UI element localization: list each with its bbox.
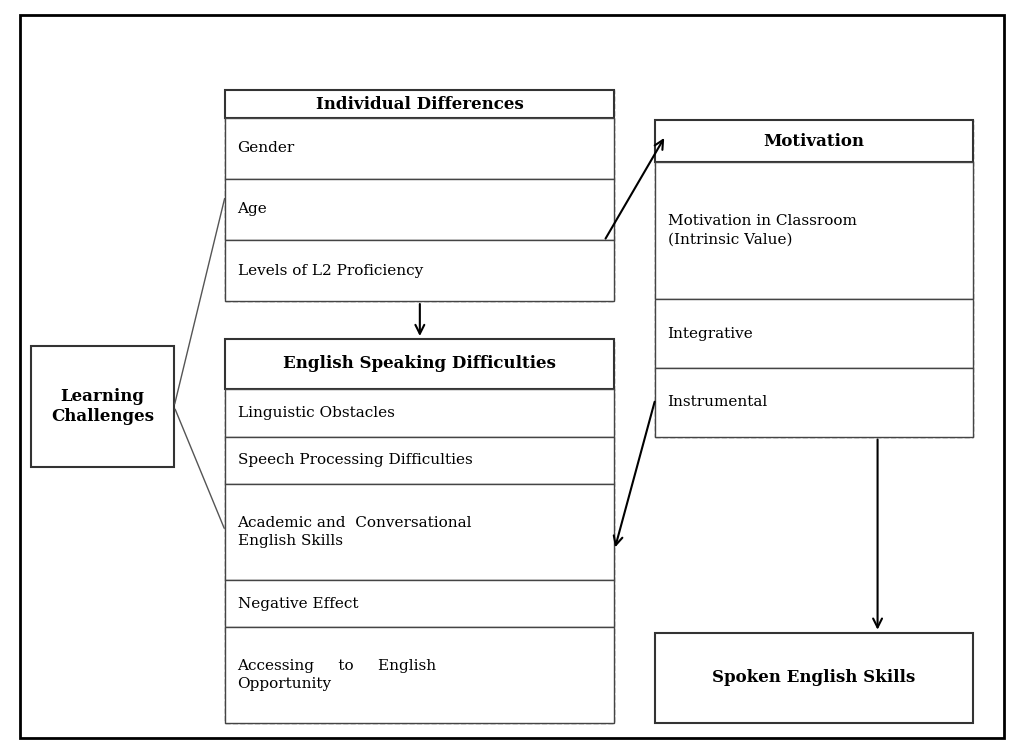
Text: Speech Processing Difficulties: Speech Processing Difficulties	[238, 453, 472, 468]
Text: Integrative: Integrative	[668, 327, 754, 340]
Text: Academic and  Conversational
English Skills: Academic and Conversational English Skil…	[238, 516, 472, 548]
Text: Spoken English Skills: Spoken English Skills	[713, 669, 915, 686]
Bar	[225, 90, 614, 301]
Bar	[31, 346, 174, 467]
Text: Instrumental: Instrumental	[668, 395, 768, 410]
Text: Learning
Challenges: Learning Challenges	[51, 389, 154, 425]
Bar	[655, 120, 973, 437]
Bar	[655, 162, 973, 299]
Text: Accessing     to     English
Opportunity: Accessing to English Opportunity	[238, 659, 436, 691]
Bar	[225, 240, 614, 301]
Text: Negative Effect: Negative Effect	[238, 596, 358, 611]
Text: Motivation in Classroom
(Intrinsic Value): Motivation in Classroom (Intrinsic Value…	[668, 214, 856, 246]
Bar	[655, 368, 973, 437]
Bar	[225, 437, 614, 484]
Text: English Speaking Difficulties: English Speaking Difficulties	[284, 355, 556, 372]
Bar	[225, 580, 614, 627]
Text: Linguistic Obstacles: Linguistic Obstacles	[238, 406, 394, 419]
Bar	[225, 117, 614, 179]
Text: Levels of L2 Proficiency: Levels of L2 Proficiency	[238, 264, 423, 278]
Text: Individual Differences: Individual Differences	[316, 96, 523, 112]
Bar	[225, 627, 614, 723]
Bar	[225, 179, 614, 240]
Bar	[225, 484, 614, 580]
Bar	[225, 90, 614, 117]
Text: Age: Age	[238, 203, 267, 216]
Text: Motivation: Motivation	[764, 133, 864, 150]
Bar	[655, 120, 973, 162]
Bar	[225, 339, 614, 389]
Text: Gender: Gender	[238, 142, 295, 155]
Bar	[655, 299, 973, 368]
Bar	[225, 389, 614, 437]
Bar	[225, 339, 614, 723]
Bar	[655, 633, 973, 723]
